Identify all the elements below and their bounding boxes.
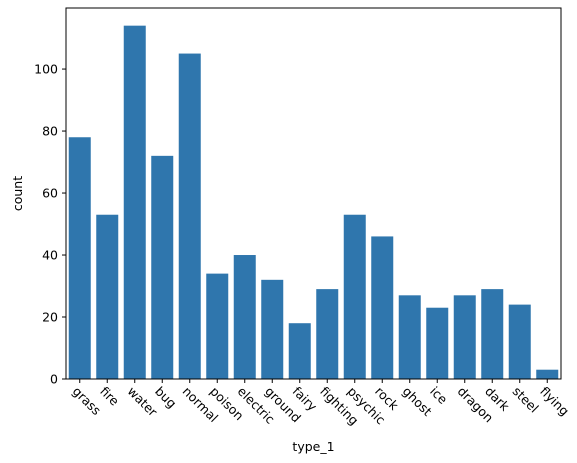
bar-poison — [206, 273, 229, 379]
y-tick-label: 100 — [34, 62, 58, 77]
y-tick-label: 80 — [42, 124, 58, 139]
bar-fairy — [288, 323, 311, 379]
bar-electric — [233, 255, 256, 379]
bar-water — [123, 25, 146, 380]
y-axis-ticks: 0 20 40 60 80 100 — [34, 62, 66, 387]
x-axis-label: type_1 — [292, 439, 334, 454]
x-tick-label-ghost: ghost — [400, 384, 435, 419]
bar-bug — [151, 155, 174, 379]
bar-flying — [536, 369, 559, 379]
bar-ghost — [398, 295, 421, 379]
bar-grass — [68, 137, 91, 379]
bar-ground — [261, 279, 284, 379]
x-tick-label-flying: flying — [537, 384, 572, 419]
bar-dark — [481, 289, 504, 379]
x-tick-label-water: water — [125, 384, 161, 420]
bar-rock — [371, 236, 394, 379]
bar-fighting — [316, 289, 339, 379]
x-tick-label-steel: steel — [510, 384, 542, 416]
y-tick-label: 60 — [42, 186, 58, 201]
bar-dragon — [453, 295, 476, 379]
bar-psychic — [343, 214, 366, 379]
bar-fire — [96, 214, 119, 379]
y-tick-label: 20 — [42, 310, 58, 325]
bar-steel — [508, 304, 531, 379]
bars-group — [68, 25, 559, 380]
y-tick-label: 40 — [42, 248, 58, 263]
plot-frame — [65, 7, 562, 380]
y-tick-label: 0 — [50, 372, 58, 387]
bar-normal — [178, 53, 201, 380]
x-tick-label-grass: grass — [70, 384, 104, 418]
bar-ice — [426, 307, 449, 379]
y-axis-label: count — [10, 176, 25, 211]
